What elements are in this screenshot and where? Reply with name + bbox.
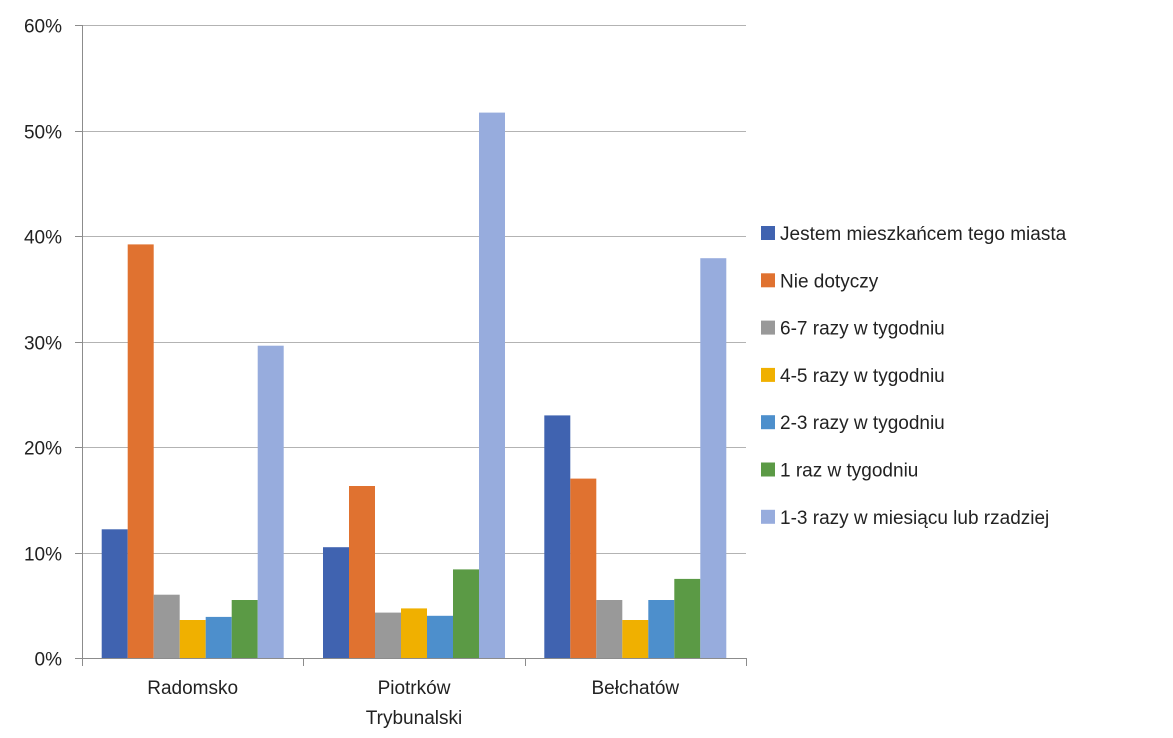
legend-label: 4-5 razy w tygodniu xyxy=(780,366,945,387)
x-tick-label: Bełchatów xyxy=(591,678,679,699)
bar xyxy=(596,600,623,658)
legend-swatch xyxy=(761,509,775,524)
bar xyxy=(375,612,401,658)
bar xyxy=(427,615,453,658)
bar xyxy=(401,608,427,658)
bar xyxy=(648,600,675,658)
bar xyxy=(570,478,597,658)
legend-label: 2-3 razy w tygodniu xyxy=(780,413,945,434)
y-tick-label: 40% xyxy=(24,228,62,249)
x-tick-label: Piotrków Trybunalski xyxy=(366,678,462,729)
bar xyxy=(323,547,349,658)
bar xyxy=(544,415,571,658)
bar xyxy=(101,529,128,658)
legend-swatch xyxy=(761,273,775,288)
gridlines xyxy=(82,25,746,554)
legend-label: 6-7 razy w tygodniu xyxy=(780,319,945,340)
bar xyxy=(127,244,154,658)
legend-swatch xyxy=(761,226,775,240)
bar xyxy=(622,620,649,658)
y-tick-label: 50% xyxy=(24,123,62,144)
legend: Jestem mieszkańcem tego miasta Nie dotycz… xyxy=(761,224,1067,529)
bar xyxy=(349,486,375,658)
bar xyxy=(153,594,180,658)
y-tick-label: 30% xyxy=(24,334,62,355)
legend-swatch xyxy=(761,415,775,430)
x-tick-label: Radomsko xyxy=(147,678,238,699)
legend-swatch xyxy=(761,367,775,382)
y-tick-label: 0% xyxy=(35,650,63,671)
bar xyxy=(257,345,284,658)
y-tick-label: 60% xyxy=(24,17,62,38)
axes: 0% 10% 20% 30% 40% 50% 60% Radomsko Piotrków Tryb… xyxy=(24,17,747,729)
bar xyxy=(700,258,727,658)
y-tick-label: 20% xyxy=(24,439,62,460)
bar xyxy=(205,616,232,658)
legend-label: Nie dotyczy xyxy=(780,271,879,292)
bar xyxy=(179,620,206,658)
bar xyxy=(231,600,258,658)
bar xyxy=(674,578,701,658)
legend-swatch xyxy=(761,320,775,335)
bar xyxy=(453,569,479,658)
legend-label: Jestem mieszkańcem tego miasta xyxy=(780,224,1067,245)
legend-swatch xyxy=(761,462,775,477)
legend-label: 1 raz w tygodniu xyxy=(780,461,918,482)
bars xyxy=(101,112,727,659)
bar xyxy=(479,112,505,659)
legend-label: 1-3 razy w miesiącu lub rzadziej xyxy=(780,508,1049,529)
y-tick-label: 10% xyxy=(24,545,62,566)
